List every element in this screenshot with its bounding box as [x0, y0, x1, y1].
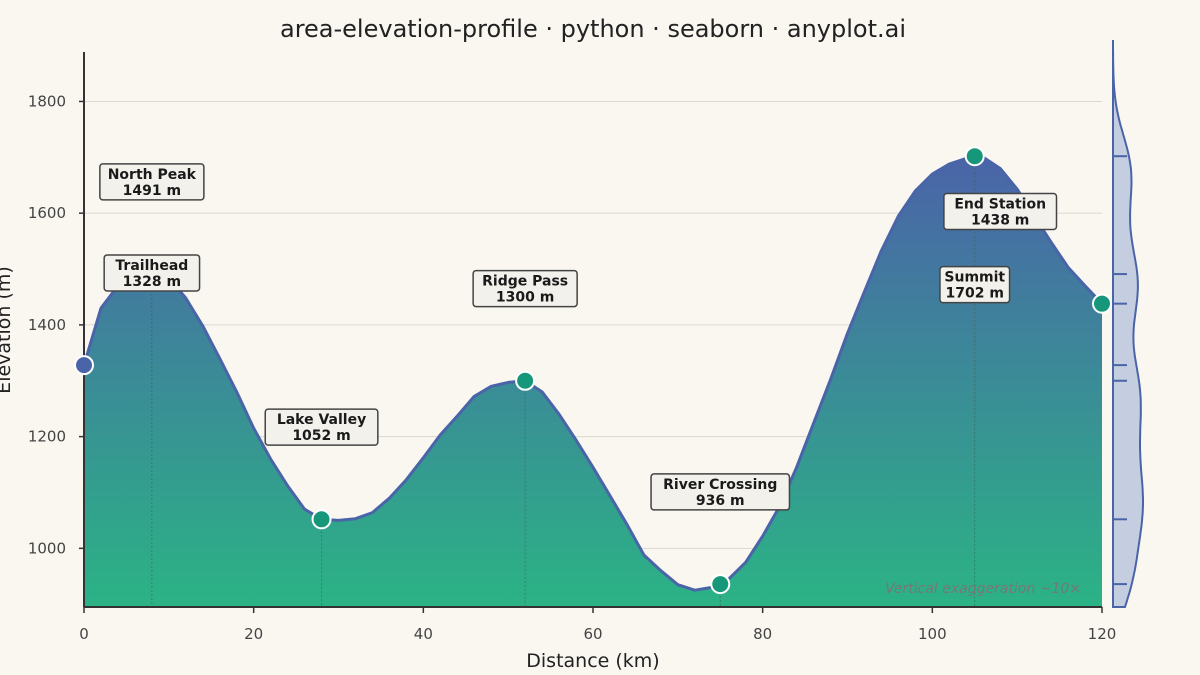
landmark-marker: [710, 574, 731, 595]
annotation-box: [472, 269, 578, 308]
annotation-name: Summit: [944, 270, 1005, 286]
annotation-elevation: 1491 m: [123, 183, 181, 199]
x-tick-label: 120: [1088, 625, 1117, 643]
x-tick-label: 100: [918, 625, 947, 643]
annotation-box: [943, 192, 1058, 231]
x-tick-label: 80: [753, 625, 772, 643]
drop-lines: [151, 156, 976, 607]
marginal-density: [1112, 40, 1144, 608]
y-axis-label: Elevation (m): [0, 266, 15, 394]
x-axis-label: Distance (km): [526, 650, 659, 672]
annotation-box: [99, 163, 205, 201]
axes: 1000 1200 1400 1600 1800 0 20 40 60 80 100 120: [28, 52, 1117, 643]
annotation-name: Trailhead: [115, 258, 188, 274]
annotation-box: [939, 265, 1011, 304]
annotation-elevation: 1328 m: [123, 274, 181, 290]
x-tick-label: 60: [583, 625, 602, 643]
landmark-marker: [1092, 293, 1112, 314]
annotation-name: North Peak: [108, 167, 197, 183]
annotation-elevation: 1702 m: [946, 286, 1004, 302]
marginal-distribution: [1112, 40, 1144, 608]
annotation-elevation: 1052 m: [292, 428, 350, 444]
y-tick-label: 1000: [28, 539, 66, 557]
y-tick-label: 1600: [28, 204, 66, 222]
exaggeration-note: Vertical exaggeration ~10×: [885, 581, 1081, 597]
landmark-marker: [311, 509, 332, 530]
landmark-marker: [74, 355, 94, 376]
elevation-line: [84, 154, 1102, 592]
annotation-name: Lake Valley: [277, 412, 366, 428]
x-tick-label: 0: [79, 625, 89, 643]
annotation-elevation: 936 m: [696, 493, 745, 509]
annotation-box: [103, 254, 201, 292]
chart-title: area-elevation-profile · python · seabor…: [280, 15, 906, 43]
annotation-box: [264, 408, 379, 446]
x-tick-label: 20: [244, 625, 263, 643]
annotation-elevation: 1300 m: [496, 290, 554, 306]
annotation-box: [650, 473, 791, 511]
annotation-name: Ridge Pass: [482, 274, 568, 290]
y-tick-label: 1800: [28, 92, 66, 110]
annotation-name: End Station: [954, 196, 1046, 212]
y-tick-label: 1200: [28, 428, 66, 446]
area-layer: [84, 154, 1102, 607]
elevation-area-fill: [84, 156, 1102, 607]
annotation-name: River Crossing: [663, 477, 777, 493]
landmark-marker: [515, 370, 536, 391]
y-tick-label: 1400: [28, 316, 66, 334]
annotation-elevation: 1438 m: [971, 212, 1029, 228]
landmark-marker: [964, 146, 985, 167]
x-tick-label: 40: [414, 625, 433, 643]
